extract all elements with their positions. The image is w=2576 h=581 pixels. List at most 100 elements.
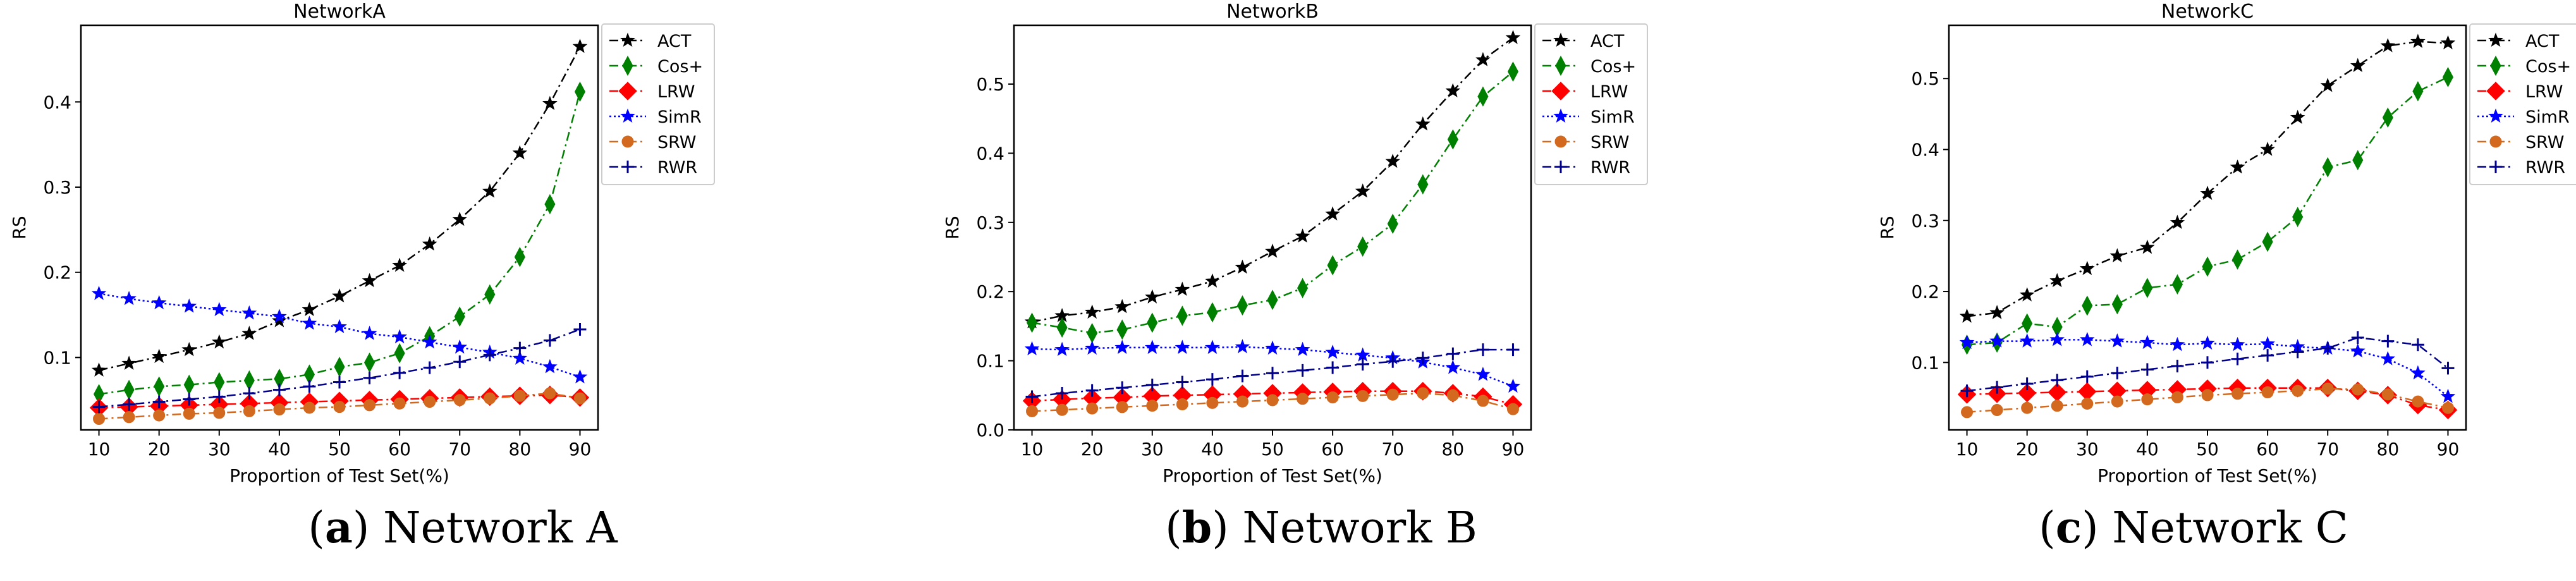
chart-b-series-SRW-point-7	[1236, 395, 1248, 408]
chart-a-series-ACT-point-2	[151, 348, 167, 364]
chart-a-series-SRW-point-1	[123, 411, 135, 424]
chart-b-series-SRW-point-13	[1417, 387, 1429, 400]
chart-a-series-SimR-point-6	[272, 309, 287, 323]
chart-c-series-LRW-point-1	[1987, 384, 2006, 403]
chart-b-series-RWR-point-3	[1116, 381, 1129, 394]
chart-b-series-Cos+-point-0	[1026, 312, 1038, 333]
chart-c-series-RWR-point-3	[2051, 374, 2064, 387]
chart-a-legend-marker-LRW	[618, 82, 637, 101]
chart-c-series-ACT-point-13	[2350, 58, 2365, 73]
chart-c-series-SRW-point-6	[2141, 393, 2154, 406]
chart-c-series-Cos+-point-11	[2292, 207, 2304, 228]
chart-b-series-SRW-point-4	[1146, 400, 1159, 412]
chart-c-series-SimR-point-2	[2019, 333, 2035, 348]
chart-c-series-ACT-point-6	[2140, 239, 2155, 254]
chart-c-series-Cos+-point-2	[2022, 313, 2033, 334]
chart-b-series-SRW-point-6	[1206, 396, 1219, 409]
chart-b-series-Cos+-point-6	[1207, 302, 1218, 323]
chart-c-series-ACT-point-15	[2410, 34, 2426, 48]
chart-a-series-RWR-point-5	[243, 387, 256, 400]
chart-c-xlabel: Proportion of Test Set(%)	[2097, 465, 2317, 486]
chart-c-series-SimR-point-13	[2350, 343, 2365, 358]
chart-c-ytick-label-4: 0.5	[1911, 68, 1939, 89]
chart-b-series-ACT-point-9	[1295, 228, 1310, 243]
chart-c-xtick-label-7: 80	[2377, 439, 2400, 460]
chart-a-legend-label-SimR: SimR	[657, 107, 702, 127]
chart-c-series-SRW-point-8	[2201, 389, 2214, 401]
chart-a-series-Cos+-line	[99, 91, 581, 395]
chart-c-series-Cos+-point-8	[2202, 256, 2213, 277]
chart-b-series-SimR-point-10	[1325, 345, 1340, 359]
chart-c-xtick-label-8: 90	[2437, 439, 2460, 460]
chart-c-series-RWR-point-12	[2321, 341, 2335, 355]
chart-c-legend-label-SRW: SRW	[2525, 133, 2565, 152]
chart-b-ytick-label-5: 0.5	[976, 74, 1004, 95]
chart-c-series-RWR-point-5	[2111, 367, 2124, 380]
chart-a-series-ACT-point-3	[181, 341, 197, 357]
chart-b-series-SimR-point-3	[1114, 339, 1130, 354]
chart-a-series-SimR-point-14	[512, 350, 528, 365]
chart-b-legend-marker-Cos+	[1555, 55, 1566, 76]
chart-a-xtick-label-5: 60	[388, 439, 411, 460]
chart-b-series-ACT-point-14	[1445, 83, 1461, 97]
chart-c-series-SRW-point-12	[2321, 382, 2334, 395]
chart-b-series-Cos+-point-15	[1477, 86, 1489, 107]
chart-b-series-RWR-point-7	[1236, 369, 1249, 382]
caption-c-tag: c	[2055, 503, 2082, 553]
chart-c-legend-marker-RWR	[2489, 161, 2502, 173]
chart-b-ytick-label-0: 0.0	[976, 420, 1004, 441]
chart-b-series-ACT-point-7	[1235, 259, 1250, 274]
chart-a-series-SimR-point-5	[241, 305, 257, 320]
chart-a-series-SRW-point-14	[513, 389, 526, 402]
chart-c-series-SimR-point-6	[2140, 334, 2155, 349]
chart-b-series-Cos+-point-8	[1267, 290, 1278, 310]
caption-b-tag: b	[1181, 503, 1212, 553]
chart-c-xtick-label-4: 50	[2196, 439, 2219, 460]
chart-b-series-RWR-point-12	[1386, 355, 1400, 368]
chart-a-legend-label-Cos+: Cos+	[657, 57, 703, 76]
chart-b-xtick-label-3: 40	[1201, 439, 1224, 460]
chart-c-legend-marker-LRW	[2486, 82, 2505, 101]
chart-b-series-ACT-point-6	[1205, 273, 1220, 288]
chart-b-series-Cos+-point-7	[1236, 295, 1248, 316]
chart-a-xtick-label-0: 10	[88, 439, 111, 460]
chart-c-series-SRW-point-9	[2231, 388, 2244, 400]
chart-b-series-Cos+-point-1	[1056, 317, 1068, 338]
chart-a-series-RWR-point-16	[573, 323, 587, 336]
chart-a-series-ACT-point-14	[512, 145, 528, 160]
chart-c-legend-marker-SimR	[2488, 108, 2503, 123]
chart-a-series-SRW-point-15	[544, 387, 556, 400]
chart-a-series-ACT-point-8	[332, 288, 347, 303]
chart-a-frame	[80, 24, 599, 431]
chart-b-series-RWR-point-14	[1446, 347, 1460, 360]
chart-a-series-RWR-point-15	[543, 334, 556, 347]
chart-c-series-RWR-point-16	[2441, 362, 2455, 375]
chart-c-frame	[1948, 24, 2467, 431]
chart-b-series-RWR-point-0	[1025, 390, 1039, 403]
chart-a-series-SimR-point-7	[302, 315, 317, 330]
chart-a-series-RWR-point-6	[272, 383, 286, 396]
chart-a-series-SRW-point-0	[93, 412, 106, 425]
chart-a-series-RWR-point-14	[513, 341, 527, 355]
chart-a-series-ACT-point-0	[91, 362, 107, 377]
chart-b-series-ACT-point-13	[1415, 116, 1431, 131]
chart-a-series-SRW-point-2	[153, 409, 166, 422]
chart-a-series-SimR-point-4	[211, 302, 227, 317]
chart-c-series-Cos+-point-10	[2262, 231, 2273, 252]
chart-c-series-ACT-point-8	[2200, 185, 2215, 200]
caption-c: (c) Network C	[2039, 503, 2348, 553]
chart-a-ylabel: RS	[9, 216, 30, 239]
chart-c-series-ACT-point-2	[2019, 287, 2035, 302]
chart-b-xtick-label-7: 80	[1442, 439, 1465, 460]
chart-b-series-RWR-point-2	[1085, 384, 1099, 397]
chart-a-series-SRW-point-12	[453, 394, 466, 407]
chart-c-legend-label-ACT: ACT	[2525, 32, 2560, 51]
chart-c-series-RWR-point-2	[2020, 377, 2034, 391]
chart-a-series-SimR-point-15	[542, 358, 558, 374]
chart-c-series-SimR-point-10	[2260, 336, 2275, 351]
chart-b-series-SRW-point-2	[1086, 402, 1099, 415]
chart-c-series-ACT-point-7	[2170, 214, 2185, 229]
chart-a-xlabel: Proportion of Test Set(%)	[229, 465, 449, 486]
chart-b-series-SimR-point-16	[1505, 378, 1521, 393]
chart-a-legend-label-ACT: ACT	[657, 32, 692, 51]
